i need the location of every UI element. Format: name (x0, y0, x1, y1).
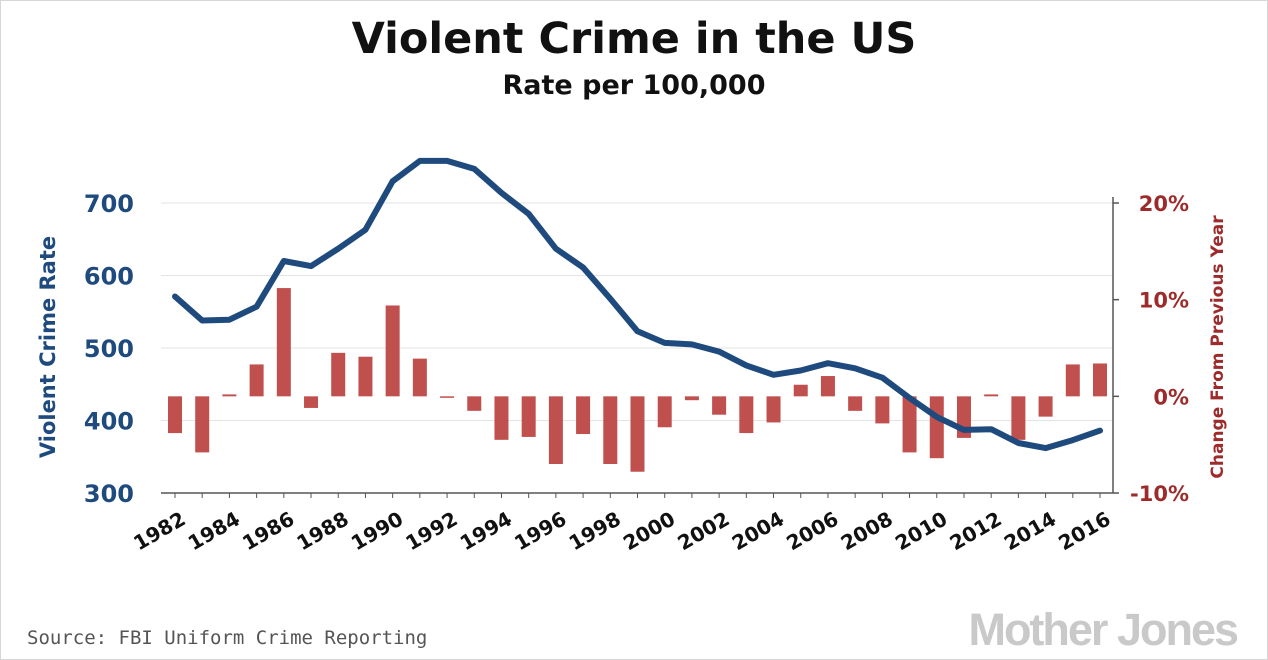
change-bar (902, 396, 917, 453)
change-bar (657, 396, 672, 428)
x-axis-tick-label: 2002 (673, 507, 733, 556)
change-bar (168, 396, 182, 434)
axes (161, 197, 1119, 498)
change-bar (684, 396, 699, 401)
x-axis-tick-label: 1984 (184, 507, 244, 556)
change-bar (548, 396, 563, 464)
change-bar (276, 288, 291, 397)
change-bar (222, 394, 237, 397)
brand-logo: Mother Jones (968, 604, 1238, 655)
bar-series (168, 288, 1107, 472)
chart-subtitle: Rate per 100,000 (503, 70, 766, 101)
change-bar (385, 305, 400, 397)
change-bar (793, 384, 808, 397)
change-bar (848, 396, 863, 411)
left-axis-tick-label: 700 (84, 190, 134, 218)
change-bar (984, 394, 999, 397)
x-axis-ticks: 1982198419861988199019921994199619982000… (129, 507, 1114, 556)
change-bar (304, 396, 319, 408)
change-bar (195, 396, 210, 453)
left-axis-label: Violent Crime Rate (36, 236, 60, 458)
change-bar (576, 396, 591, 435)
x-axis-tick-label: 1982 (129, 507, 189, 556)
source-note: Source: FBI Uniform Crime Reporting (27, 627, 427, 649)
change-bar (412, 358, 427, 397)
x-axis-tick-label: 2010 (891, 507, 951, 556)
left-axis-tick-label: 400 (84, 408, 134, 436)
x-axis-tick-label: 1994 (456, 507, 516, 556)
right-axis-tick-label: 0% (1153, 385, 1189, 409)
crime-rate-line (172, 157, 1103, 452)
x-axis-tick-label: 1986 (238, 507, 298, 556)
change-bar (1093, 363, 1107, 397)
x-axis-tick-label: 2006 (782, 507, 842, 556)
change-bar (494, 396, 509, 440)
line-series (172, 157, 1103, 452)
change-bar (712, 396, 727, 415)
change-bar (1038, 396, 1053, 417)
x-axis-tick-label: 2004 (728, 507, 788, 556)
change-bar (820, 376, 835, 397)
change-bar (875, 396, 890, 424)
x-axis-tick-label: 2000 (619, 507, 679, 556)
change-bar (1011, 396, 1026, 440)
x-axis-tick-label: 2016 (1054, 507, 1114, 556)
left-axis-tick-label: 300 (84, 480, 134, 508)
x-axis-tick-label: 1990 (347, 507, 407, 556)
change-bar (739, 396, 754, 434)
left-axis-tick-label: 600 (84, 263, 134, 291)
x-axis-tick-label: 2008 (837, 507, 897, 556)
change-bar (603, 396, 618, 464)
chart-title: Violent Crime in the US (352, 14, 917, 64)
left-axis-tick-label: 500 (84, 335, 134, 363)
x-axis-tick-label: 1996 (510, 507, 570, 556)
x-axis-tick-label: 2012 (945, 507, 1005, 556)
change-bar (331, 352, 346, 397)
x-axis-tick-label: 1992 (401, 507, 461, 556)
change-bar (1065, 364, 1080, 397)
change-bar (249, 364, 264, 397)
right-axis-tick-label: 20% (1139, 192, 1189, 216)
right-axis-label: Change From Previous Year (1208, 215, 1228, 479)
right-axis-tick-label: -10% (1130, 482, 1189, 506)
gridlines (161, 202, 1113, 421)
change-bar (467, 396, 482, 411)
change-bar (929, 396, 944, 459)
change-bar (440, 396, 455, 398)
right-axis-ticks: 20% 10% 0% -10% (1130, 192, 1189, 506)
change-bar (630, 396, 645, 472)
x-axis-tick-label: 1988 (293, 507, 353, 556)
x-axis-tick-label: 2014 (1000, 507, 1060, 556)
right-axis-tick-label: 10% (1139, 289, 1189, 313)
change-bar (766, 396, 781, 423)
x-axis-tick-label: 1998 (565, 507, 625, 556)
change-bar (521, 396, 536, 437)
left-axis-ticks: 700 600 500 400 300 (84, 190, 134, 508)
change-bar (358, 356, 373, 397)
